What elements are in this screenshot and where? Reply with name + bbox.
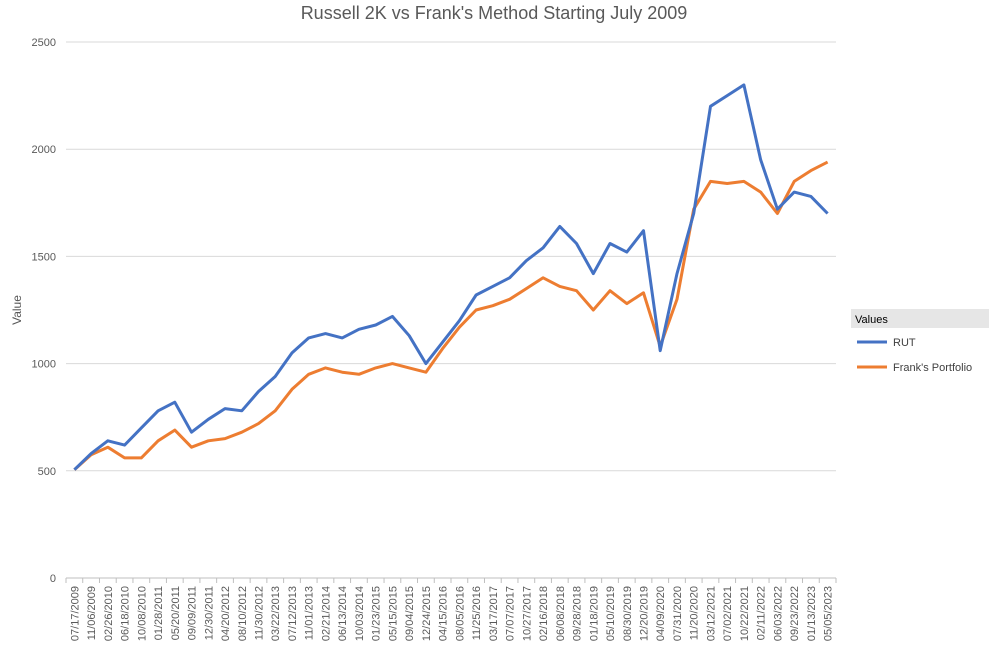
x-tick-label: 06/13/2014 bbox=[337, 586, 349, 641]
y-tick-label: 2000 bbox=[32, 144, 56, 156]
x-tick-label: 03/12/2021 bbox=[705, 586, 717, 641]
x-tick-label: 03/22/2013 bbox=[270, 586, 282, 641]
x-tick-label: 02/16/2018 bbox=[538, 586, 550, 641]
x-tick-label: 12/24/2015 bbox=[421, 586, 433, 641]
legend-header-box bbox=[851, 309, 989, 328]
x-tick-label: 08/10/2012 bbox=[237, 586, 249, 641]
x-tick-label: 11/30/2012 bbox=[254, 586, 266, 640]
x-tick-label: 04/20/2012 bbox=[220, 586, 232, 641]
legend-label-rut: RUT bbox=[893, 337, 916, 349]
x-tick-label: 04/09/2020 bbox=[655, 586, 667, 641]
series-line-rut bbox=[73, 83, 829, 471]
x-tick-label: 09/09/2011 bbox=[187, 586, 199, 640]
x-tick-label: 07/12/2013 bbox=[287, 586, 299, 641]
x-tick-label: 01/23/2015 bbox=[371, 586, 383, 641]
x-tick-label: 07/02/2021 bbox=[722, 586, 734, 641]
y-axis-label: Value bbox=[10, 295, 24, 325]
x-tick-label: 12/20/2019 bbox=[639, 586, 651, 641]
x-tick-label: 11/01/2013 bbox=[304, 586, 316, 640]
chart-title: Russell 2K vs Frank's Method Starting Ju… bbox=[301, 3, 688, 23]
x-tick-label: 09/28/2018 bbox=[572, 586, 584, 641]
x-tick-label: 07/17/2009 bbox=[69, 586, 81, 641]
legend-title: Values bbox=[855, 314, 888, 326]
x-tick-label: 05/15/2015 bbox=[387, 586, 399, 641]
x-tick-label: 11/06/2009 bbox=[86, 586, 98, 640]
x-tick-label: 09/04/2015 bbox=[404, 586, 416, 641]
x-tick-label: 08/05/2016 bbox=[454, 586, 466, 641]
x-tick-label: 10/03/2014 bbox=[354, 586, 366, 641]
x-tick-label: 11/20/2020 bbox=[689, 586, 701, 640]
x-tick-label: 03/17/2017 bbox=[488, 586, 500, 641]
y-tick-label: 0 bbox=[50, 573, 56, 585]
x-tick-label: 08/30/2019 bbox=[622, 586, 634, 641]
y-tick-label: 2500 bbox=[32, 37, 56, 49]
x-tick-label: 01/18/2019 bbox=[588, 586, 600, 641]
gridlines bbox=[66, 41, 836, 472]
x-tick-label: 02/11/2022 bbox=[756, 586, 768, 640]
x-tick-label: 05/10/2019 bbox=[605, 586, 617, 641]
y-tick-label: 1000 bbox=[32, 359, 56, 371]
x-tick-label: 12/30/2011 bbox=[203, 586, 215, 640]
legend: Values RUT Frank's Portfolio bbox=[851, 309, 989, 374]
x-tick-label: 06/18/2010 bbox=[120, 586, 132, 641]
x-tick-label: 05/05/2023 bbox=[823, 586, 835, 641]
legend-label-franks-portfolio: Frank's Portfolio bbox=[893, 362, 972, 374]
x-tick-label: 10/08/2010 bbox=[136, 586, 148, 641]
x-tick-label: 05/20/2011 bbox=[170, 586, 182, 640]
x-tick-label: 01/28/2011 bbox=[153, 586, 165, 640]
x-tick-label: 10/22/2021 bbox=[739, 586, 751, 641]
x-tick-label: 06/08/2018 bbox=[555, 586, 567, 641]
x-tick-label: 09/23/2022 bbox=[789, 586, 801, 641]
x-tick-label: 02/21/2014 bbox=[320, 586, 332, 641]
x-tick-label: 01/13/2023 bbox=[806, 586, 818, 641]
series-lines bbox=[73, 83, 829, 471]
y-tick-label: 1500 bbox=[32, 251, 56, 263]
x-tick-label: 07/07/2017 bbox=[505, 586, 517, 641]
y-tick-label: 500 bbox=[38, 466, 56, 478]
x-axis-ticks: 07/17/2009 11/06/2009 02/26/2010 06/18/2010… bbox=[65, 578, 837, 641]
x-tick-label: 10/27/2017 bbox=[521, 586, 533, 641]
series-line-frank-s-portfolio bbox=[73, 160, 829, 471]
x-tick-label: 11/25/2016 bbox=[471, 586, 483, 640]
x-tick-label: 06/03/2022 bbox=[772, 586, 784, 641]
x-tick-label: 07/31/2020 bbox=[672, 586, 684, 641]
x-tick-label: 04/15/2016 bbox=[438, 586, 450, 641]
y-axis-ticks: 0 500 1000 1500 2000 2500 bbox=[32, 37, 56, 585]
x-tick-label: 02/26/2010 bbox=[103, 586, 115, 641]
